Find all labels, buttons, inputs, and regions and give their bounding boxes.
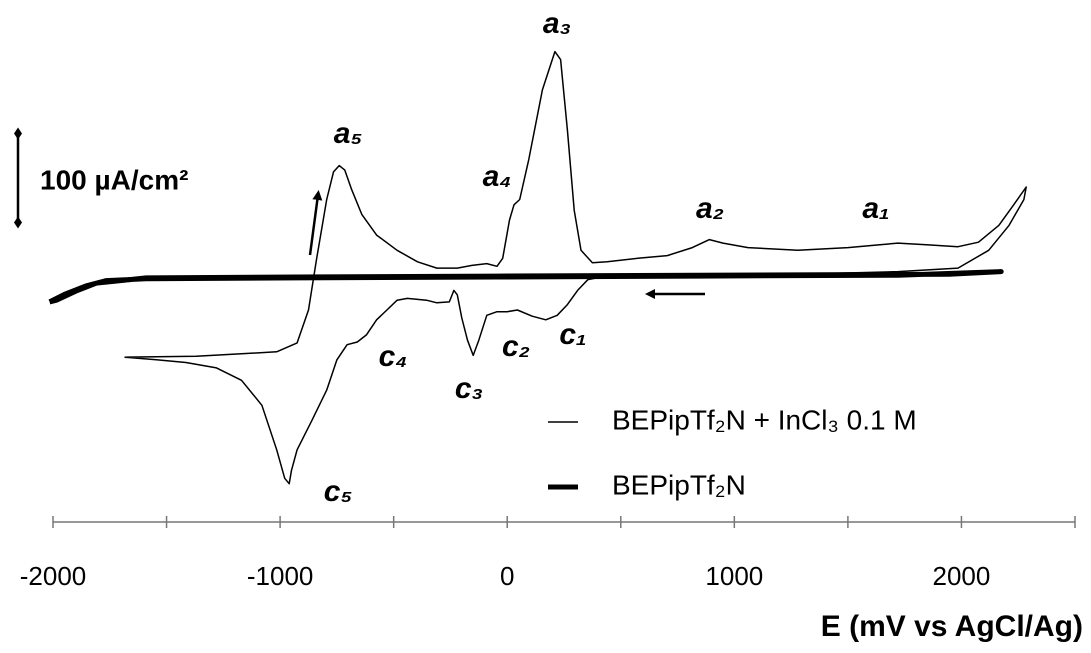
x-axis-title: E (mV vs AgCl/Ag) bbox=[821, 610, 1083, 643]
x-tick-label: -1000 bbox=[247, 561, 314, 591]
legend-label: BEPipTf₂N + InCl₃ 0.1 M bbox=[612, 404, 917, 435]
legend-label: BEPipTf₂N bbox=[612, 469, 746, 500]
cv-curve bbox=[124, 50, 1027, 485]
scale-bar-cap bbox=[14, 216, 22, 229]
scale-bar-label: 100 µA/cm² bbox=[40, 164, 188, 195]
peak-label: c₁ bbox=[559, 318, 586, 351]
peak-label: a₃ bbox=[543, 7, 571, 40]
peak-label: c₂ bbox=[502, 330, 530, 363]
scan-arrow bbox=[308, 190, 323, 256]
peak-label: c₄ bbox=[379, 340, 408, 373]
peak-label: c₃ bbox=[455, 372, 483, 405]
peak-label: a₂ bbox=[696, 192, 724, 225]
peak-label: a₄ bbox=[483, 160, 512, 193]
scale-bar-cap bbox=[14, 127, 22, 140]
peak-label: a₁ bbox=[862, 192, 889, 225]
peak-label: c₅ bbox=[324, 475, 353, 508]
x-tick-label: 1000 bbox=[705, 561, 763, 591]
x-tick-label: -2000 bbox=[20, 561, 87, 591]
x-tick-label: 0 bbox=[500, 561, 514, 591]
peak-label: a₅ bbox=[334, 117, 363, 150]
cv-curve bbox=[48, 269, 1004, 305]
x-tick-label: 2000 bbox=[933, 561, 991, 591]
